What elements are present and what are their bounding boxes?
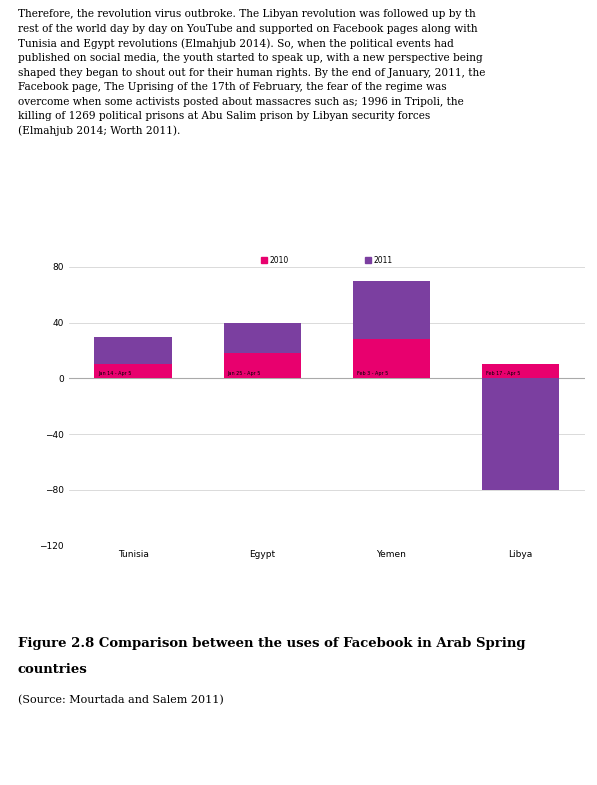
Bar <box>94 337 172 364</box>
Bar <box>223 323 301 353</box>
Bar <box>353 281 430 339</box>
Text: countries: countries <box>18 663 88 677</box>
Text: Figure 2.8 Comparison between the uses of Facebook in Arab Spring: Figure 2.8 Comparison between the uses o… <box>18 637 525 651</box>
Bar <box>482 378 559 490</box>
Text: Therefore, the revolution virus outbroke. The Libyan revolution was followed up : Therefore, the revolution virus outbroke… <box>18 9 485 137</box>
Bar <box>223 353 301 378</box>
Text: Jan 14 - Apr 5: Jan 14 - Apr 5 <box>99 371 132 376</box>
Bar <box>482 364 559 378</box>
Legend: 2010, 2011: 2010, 2011 <box>258 253 396 268</box>
Text: Feb 17 - Apr 5: Feb 17 - Apr 5 <box>485 371 520 376</box>
Text: Jan 25 - Apr 5: Jan 25 - Apr 5 <box>227 371 261 376</box>
Text: Feb 3 - Apr 5: Feb 3 - Apr 5 <box>356 371 388 376</box>
Bar <box>94 364 172 378</box>
Bar <box>353 339 430 378</box>
Text: (Source: Mourtada and Salem 2011): (Source: Mourtada and Salem 2011) <box>18 695 224 705</box>
